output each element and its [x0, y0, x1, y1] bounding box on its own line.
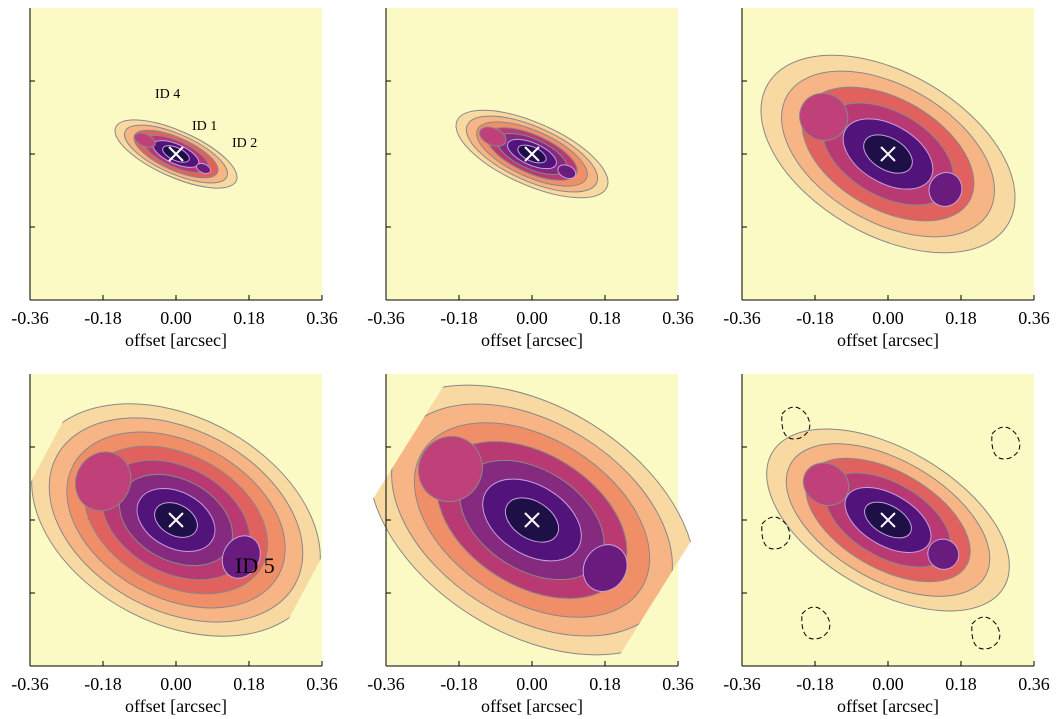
component: [479, 126, 507, 147]
x-tick-label: 0.00: [516, 308, 548, 328]
negative-contour: [801, 606, 831, 640]
x-tick-label: 0.18: [233, 674, 265, 694]
annotation: ID 2: [232, 136, 257, 151]
annotation: ID 1: [192, 119, 217, 134]
panel: -0.36 -0.18 0.00 0.18 0.36 offset [arcsec]: [723, 8, 1050, 350]
negative-contour: [761, 516, 791, 550]
x-tick-label: -0.18: [440, 308, 478, 328]
negative-contour: [781, 406, 811, 440]
x-tick-label: 0.36: [1018, 308, 1050, 328]
component: [799, 92, 849, 142]
x-tick-label: 0.18: [945, 308, 977, 328]
x-tick-label: -0.18: [796, 308, 834, 328]
negative-contour: [991, 426, 1021, 460]
center-cross: [524, 512, 540, 528]
x-tick-label: 0.00: [160, 674, 192, 694]
component: [927, 538, 960, 570]
annotation: ID 4: [155, 87, 180, 102]
x-tick-label: 0.00: [872, 308, 904, 328]
center-cross: [168, 512, 184, 528]
panel: -0.36 -0.18 0.00 0.18 0.36 offset [arcsec]: [723, 374, 1050, 716]
x-tick-label: -0.36: [723, 308, 761, 328]
x-axis-label: offset [arcsec]: [837, 330, 939, 350]
x-tick-label: 0.00: [160, 308, 192, 328]
x-tick-label: -0.36: [367, 674, 405, 694]
x-axis-label: offset [arcsec]: [125, 330, 227, 350]
x-tick-label: 0.36: [1018, 674, 1050, 694]
component: [928, 172, 963, 207]
component: [221, 535, 261, 579]
x-tick-label: -0.18: [440, 674, 478, 694]
x-tick-label: 0.18: [589, 308, 621, 328]
x-tick-label: -0.36: [11, 308, 49, 328]
x-tick-label: 0.18: [945, 674, 977, 694]
x-tick-label: 0.18: [589, 674, 621, 694]
x-tick-label: -0.18: [84, 674, 122, 694]
x-tick-label: 0.36: [306, 308, 338, 328]
component: [133, 132, 156, 148]
component: [582, 544, 628, 592]
center-cross: [524, 146, 540, 162]
x-axis-label: offset [arcsec]: [481, 330, 583, 350]
center-cross: [880, 146, 896, 162]
x-axis-label: offset [arcsec]: [837, 696, 939, 716]
x-tick-label: 0.00: [872, 674, 904, 694]
negative-contour: [971, 616, 1001, 650]
panel: -0.36 -0.18 0.00 0.18 0.36 offset [arcsec]: [367, 374, 696, 716]
center-cross: [168, 146, 184, 162]
x-tick-label: -0.18: [796, 674, 834, 694]
x-tick-label: 0.36: [306, 674, 338, 694]
center-cross: [880, 512, 896, 528]
annotation: ID 5: [235, 553, 275, 578]
component: [802, 462, 850, 506]
component: [417, 435, 483, 503]
panel: -0.36 -0.18 0.00 0.18 0.36 offset [arcsec] ID …: [11, 8, 338, 350]
x-axis-label: offset [arcsec]: [481, 696, 583, 716]
x-tick-label: 0.00: [516, 674, 548, 694]
x-tick-label: 0.36: [662, 674, 694, 694]
x-tick-label: 0.18: [233, 308, 265, 328]
x-tick-label: -0.18: [84, 308, 122, 328]
x-tick-label: -0.36: [367, 308, 405, 328]
x-tick-label: -0.36: [11, 674, 49, 694]
x-axis-label: offset [arcsec]: [125, 696, 227, 716]
panel: -0.36 -0.18 0.00 0.18 0.36 offset [arcsec]: [367, 8, 694, 350]
component: [195, 162, 212, 174]
component: [557, 164, 577, 179]
x-tick-label: -0.36: [723, 674, 761, 694]
component: [74, 451, 132, 512]
x-tick-label: 0.36: [662, 308, 694, 328]
panel: -0.36 -0.18 0.00 0.18 0.36 offset [arcsec] ID …: [11, 374, 338, 716]
